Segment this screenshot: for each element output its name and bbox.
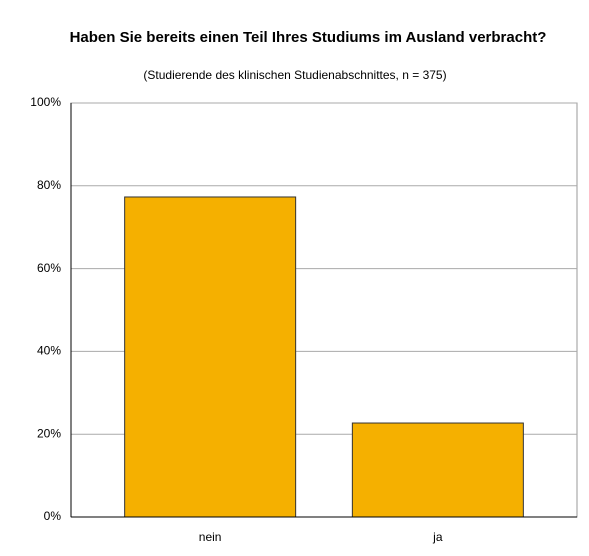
bar — [351, 422, 524, 518]
chart-title: Haben Sie bereits einen Teil Ihres Studi… — [70, 29, 547, 46]
y-tick-label: 60% — [37, 261, 61, 275]
y-tick-label: 0% — [44, 509, 62, 523]
x-tick-label: ja — [432, 530, 443, 544]
y-tick-label: 100% — [30, 95, 61, 109]
x-tick-label: nein — [199, 530, 222, 544]
bar — [124, 196, 297, 518]
y-tick-label: 20% — [37, 426, 61, 440]
chart-subtitle: (Studierende des klinischen Studienabsch… — [143, 68, 446, 82]
y-tick-label: 80% — [37, 178, 61, 192]
y-tick-label: 40% — [37, 344, 61, 358]
